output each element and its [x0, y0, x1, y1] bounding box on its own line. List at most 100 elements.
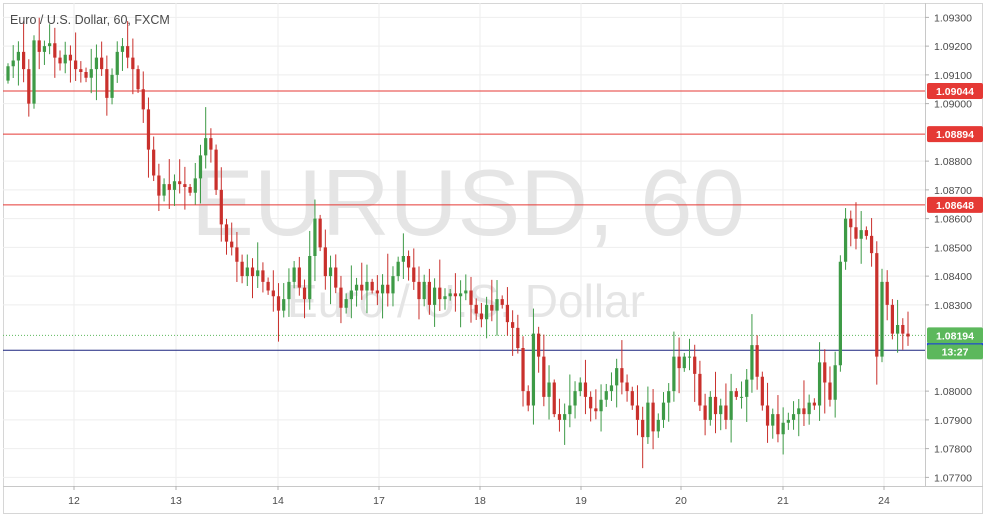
candle-body-down	[276, 296, 281, 311]
candle-body-up	[42, 46, 47, 52]
candle-body-down	[58, 57, 62, 64]
candle-body-down	[703, 405, 707, 420]
candle-body-down	[214, 149, 218, 190]
candle-body-up	[120, 46, 125, 52]
y-tick-label: 1.08500	[934, 242, 972, 254]
price-axis[interactable]: 1.09300 1.09200 1.09100 1.09000 1.08800 1.087…	[925, 12, 972, 484]
candle-body-down	[823, 362, 827, 383]
candle-body-up	[256, 270, 260, 277]
candle-body-down	[386, 284, 390, 294]
candle-body-down	[266, 281, 270, 291]
candle-body-down	[167, 184, 171, 190]
candle-body-up	[531, 333, 536, 406]
candle-body-up	[646, 402, 650, 438]
candle-body-down	[526, 391, 530, 406]
candle-body-up	[786, 419, 790, 423]
y-tick-label: 1.09200	[934, 41, 972, 53]
candle-body-up	[859, 230, 863, 239]
candle-body-down	[100, 57, 104, 70]
candle-body-down	[178, 181, 182, 185]
candle-body-up	[245, 267, 249, 277]
candle-body-down	[724, 405, 728, 420]
candle-body-down	[417, 281, 421, 300]
candle-body-up	[48, 43, 52, 47]
current-price-label: 1.08194	[936, 330, 974, 342]
candle-body-up	[365, 281, 369, 291]
candle-body-up	[719, 405, 723, 415]
candle-body-down	[27, 69, 31, 104]
candle-body-up	[328, 267, 333, 277]
candle-body-down	[765, 405, 770, 426]
candle-body-up	[661, 402, 666, 420]
candle-body-down	[521, 348, 525, 392]
candle-body-down	[209, 138, 213, 150]
candle-body-down	[635, 405, 640, 420]
candle-body-up	[308, 256, 312, 300]
candle-body-down	[828, 382, 832, 400]
candle-body-up	[292, 267, 296, 282]
candle-body-up	[599, 399, 603, 412]
candle-body-down	[157, 175, 161, 196]
x-tick-label: 21	[777, 495, 789, 507]
candle-body-up	[781, 422, 785, 435]
candle-body-up	[63, 54, 67, 64]
candle-body-down	[370, 281, 374, 291]
resistance-badge	[927, 82, 983, 99]
candle-body-down	[406, 256, 411, 268]
candle-body-down	[901, 325, 905, 334]
candle-body-down	[630, 391, 634, 406]
candle-body-down	[589, 396, 593, 409]
x-tick-label: 18	[474, 495, 486, 507]
candle-body-down	[74, 60, 78, 70]
candle-body-up	[687, 356, 692, 358]
x-tick-label: 17	[373, 495, 385, 507]
candle-body-down	[906, 333, 910, 337]
candle-body-up	[745, 379, 749, 397]
candle-body-up	[563, 414, 567, 420]
candle-body-up	[344, 299, 348, 308]
y-tick-label: 1.09000	[934, 99, 972, 111]
candle-body-down	[412, 267, 416, 282]
y-tick-label: 1.09300	[934, 12, 972, 24]
candle-body-down	[131, 57, 135, 70]
candle-body-up	[656, 419, 660, 432]
current-price-badge	[927, 327, 983, 344]
grid	[3, 3, 925, 486]
candle-body-up	[495, 299, 499, 311]
candle-body-down	[500, 299, 504, 305]
candle-body-up	[458, 293, 463, 297]
y-tick-label: 1.08800	[934, 156, 972, 168]
candle-body-down	[230, 241, 234, 248]
candle-body-up	[16, 51, 21, 61]
candle-body-down	[869, 235, 874, 254]
y-tick-label: 1.08600	[934, 214, 972, 226]
candle-body-down	[136, 69, 140, 90]
candle-body-up	[729, 391, 733, 420]
candle-body-up	[198, 155, 203, 179]
candle-body-up	[89, 69, 93, 78]
candle-body-up	[313, 218, 317, 256]
candle-body-up	[615, 368, 619, 386]
candle-body-down	[271, 290, 275, 297]
watermark: EURUSD, 60 Euro / U.S. Dollar	[191, 150, 745, 327]
candle-body-down	[734, 391, 738, 397]
candle-body-up	[443, 296, 447, 300]
time-axis[interactable]: 12 13 14 17 18 19 20 21 24	[68, 486, 890, 507]
y-tick-label: 1.07700	[934, 472, 972, 484]
candle-body-down	[219, 189, 223, 225]
candle-body-up	[771, 414, 775, 426]
x-tick-label: 13	[170, 495, 182, 507]
candle-body-down	[885, 281, 889, 305]
candle-body-down	[146, 109, 151, 150]
y-tick-label: 1.08300	[934, 300, 972, 312]
y-tick-label: 1.07800	[934, 444, 972, 456]
candle-body-up	[843, 218, 848, 262]
candle-body-down	[620, 368, 624, 383]
candle-body-up	[708, 396, 712, 420]
watermark-symbol: EURUSD, 60	[191, 150, 745, 255]
candle-body-down	[505, 304, 510, 323]
candle-body-up	[682, 356, 686, 369]
candle-body-up	[895, 325, 900, 334]
